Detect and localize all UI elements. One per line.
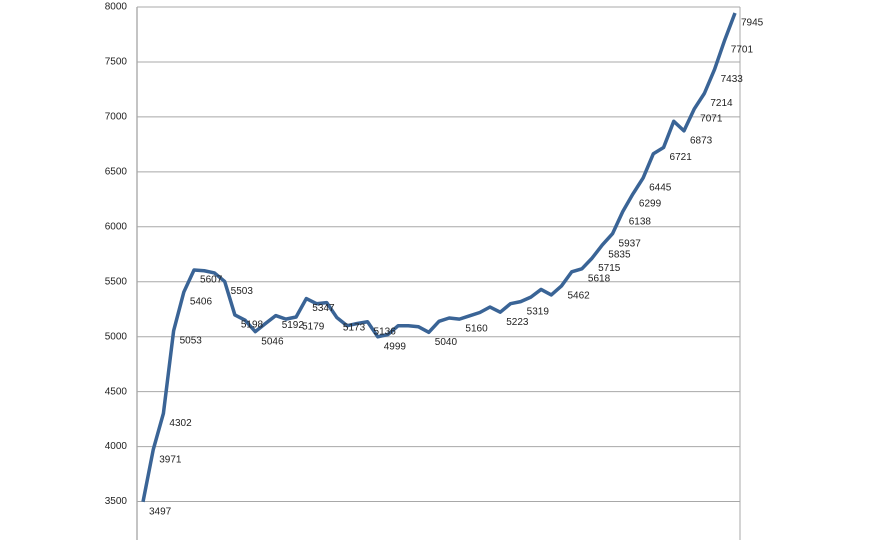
data-label: 5136 (374, 326, 397, 337)
data-label: 6138 (629, 216, 652, 227)
data-label: 5198 (241, 320, 264, 331)
data-label: 5046 (261, 336, 284, 347)
data-label: 7214 (710, 98, 733, 109)
data-label: 3971 (159, 454, 182, 465)
y-tick-label: 7000 (105, 112, 128, 123)
data-label: 5937 (619, 238, 642, 249)
data-label: 5462 (567, 291, 590, 302)
y-tick-label: 3500 (105, 496, 128, 507)
y-tick-label: 4500 (105, 386, 128, 397)
data-label: 4999 (384, 341, 407, 352)
data-label: 5319 (527, 306, 550, 317)
data-label: 5406 (190, 297, 213, 308)
y-tick-label: 4000 (105, 441, 128, 452)
data-label: 6445 (649, 183, 672, 194)
data-label: 6299 (639, 199, 662, 210)
data-label: 7071 (700, 114, 723, 125)
data-label: 6873 (690, 135, 713, 146)
data-label: 7945 (741, 18, 764, 29)
y-tick-label: 7500 (105, 57, 128, 68)
data-label: 7701 (731, 44, 754, 55)
data-label: 5607 (200, 275, 223, 286)
y-tick-label: 8000 (105, 2, 128, 13)
data-label: 5160 (465, 324, 488, 335)
data-label: 5179 (302, 322, 325, 333)
data-line (141, 12, 737, 503)
y-tick-label: 6000 (105, 221, 128, 232)
y-tick-label: 6500 (105, 166, 128, 177)
data-label: 6721 (670, 152, 693, 163)
y-tick-label: 5500 (105, 276, 128, 287)
data-label: 5503 (231, 286, 254, 297)
data-label: 3497 (149, 507, 172, 518)
data-label: 5223 (506, 317, 529, 328)
data-label: 7433 (721, 74, 744, 85)
data-label: 5715 (598, 263, 621, 274)
data-label: 5040 (435, 337, 458, 348)
data-label: 5618 (588, 273, 611, 284)
data-label: 5192 (282, 320, 305, 331)
data-label: 5835 (608, 250, 631, 261)
data-label: 5347 (312, 303, 335, 314)
y-tick-label: 5000 (105, 331, 128, 342)
data-label: 4302 (169, 418, 192, 429)
data-label: 5173 (343, 322, 366, 333)
data-label: 5053 (180, 336, 203, 347)
